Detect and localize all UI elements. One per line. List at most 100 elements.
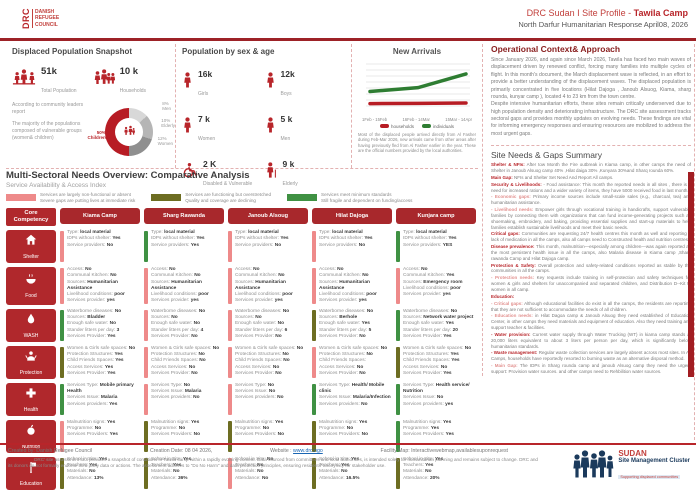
cell-field: Livelihood conditions: poor [151,292,209,298]
population-donut-chart: 50% Children 8% Men 10% Elderly 12% Women [87,101,175,164]
needs-heading: - Economic gaps: [491,194,531,200]
cell-field: Access: No [403,266,428,272]
drc-logo-text: DRC [21,8,31,29]
matrix-cell: Malnutrition signs: Yes Programme: No Serv… [312,420,392,453]
sector-cell-nutrition: Nutrition [6,419,56,453]
needs-text: This month, malnutrition—especially amon… [491,244,692,261]
right-column-divider [491,145,691,147]
cell-field: Services Type: No [151,382,191,388]
cell-field: Access: No [319,266,344,272]
protection-icon [24,349,38,368]
status-bar-red [60,230,64,262]
legend-text: Services are largely non-functional or a… [40,192,136,203]
status-bar-olive [60,457,64,489]
cell-fields: Access: No Communal Kitchen: No Sources: H… [151,267,224,305]
cell-field: IDPs without shelter: Yes [235,236,289,242]
cell-fields: Waterborne diseases: No Sources: Bladder E… [67,309,121,342]
arrivals-legend-item: households [379,124,414,129]
needs-heading: - Waste management: [491,350,538,356]
needs-heading: Disease prevalence: [491,244,535,250]
footer-meta-item[interactable]: Website : www.drc.ngo [270,448,323,454]
sector-cell-health: Health [6,382,56,416]
sexage-value: 16k [198,69,213,79]
sexage-grid: 16k Girls 12k Boys 7 k Women 5 k Men 2 K Disabled… [182,64,345,190]
cell-field: Protection Structures: No [319,352,373,358]
needs-heading: Shelter & NFIs: [491,162,525,168]
cell-field: Service providers: No [319,242,366,248]
donut-label: 8% Men [162,101,171,112]
cell-field: Services Type: Health/ Mobile clinic [319,382,385,395]
matrix-cell: Access: No Communal Kitchen: No Sources: H… [144,267,224,305]
needs-text: Although educational facilities do exist… [491,300,691,312]
food-icon [24,272,38,291]
needs-text: - Food assistance: This month the report… [491,181,691,193]
cell-fields: Type: local material IDPs without shelter… [403,230,457,263]
cell-field: Waterborne diseases: No [67,308,122,314]
cell-field: Livelihood conditions: poor [319,292,377,298]
cell-field: Access: No [151,266,176,272]
website-link[interactable]: www.drc.ngo [293,448,323,454]
camp-header: Janoub Alsoug [228,207,308,224]
cell-field: Access: No [67,266,92,272]
footer-meta-item: Created by: Danish Refugee Council [8,448,93,454]
status-bar-red [228,383,232,415]
cell-field: Stander litters per day: 5 [319,327,372,333]
needs-heading: Critical gaps: [491,231,520,237]
needs-summary-body: Shelter & NFIs: After tow Month the Fire… [491,162,691,375]
needs-block: - Economic gaps: Primary income sources … [491,194,691,206]
needs-block: - Waste management: Regular waste collec… [491,350,691,362]
cell-field: Stander litters per day: 20 [403,327,458,333]
matrix-grid: Core Competency Kiama Camp Sharg Rawanda Ja… [6,207,478,490]
matrix-cell: Malnutrition signs: Yes Programme: No Serv… [144,420,224,453]
status-bar-olive [396,346,400,378]
cell-field: School in Site: Yes [67,456,108,462]
needs-block: - Critical gaps: Although educational fa… [491,301,691,313]
cell-field: Services Provider: Yes [403,371,452,377]
profile-subtitle: North Darfur Humanitarian Response April… [518,20,688,29]
cell-field: Services Provider: No [319,371,366,377]
profile-title-main: DRC Sudan I Site Profile [526,8,626,18]
cell-field: Access Services: No [403,364,448,370]
camp-header: Kunjara camp [396,207,476,224]
matrix-cell: Women & Girls safe spaces: No Protection … [228,346,308,379]
cell-field: Programme: Yes [403,426,440,432]
cell-fields: Malnutrition signs: Yes Programme: No Serv… [235,420,284,453]
cell-field: Communal Kitchen: No [235,273,285,279]
cell-field: Services Provider: Yes [403,334,452,340]
snapshot-note-2: The majority of the populations composed… [12,121,82,141]
new-arrivals-panel: New Arrivals 1Feb - 15Feb 16Feb - 14Mar 15… [352,44,478,168]
cell-field: Services Issue: No [235,389,276,395]
cell-field: Malnutrition signs: Yes [67,419,116,425]
cell-field: Type: local material [235,229,279,235]
matrix-title: Multi-Sectoral Needs Overview: Comparati… [6,170,250,181]
cell-field: Programme: No [319,426,354,432]
sexage-value: 12k [280,69,295,79]
cell-field: Child Friends Spaces: [319,358,366,364]
footer: Created by: Danish Refugee Council Creati… [0,443,696,492]
logo-line: COUNCIL [35,21,58,28]
cell-field: Access Services: No [319,364,364,370]
cell-field: Services Type: No [235,382,275,388]
needs-text: Overall protection and safety-related co… [491,262,691,274]
cell-field: Services Issue: Malaria/Infection [319,395,391,401]
cell-fields: Women & Girls safe spaces: No Protection … [151,346,219,379]
cell-fields: Services Type: Health/ Mobile clinic Serv… [319,383,392,416]
cell-field: Enough safe water: No [235,321,285,327]
sector-cell-protection: Protection [6,345,56,379]
cell-field: Attendance: 20% [403,475,440,481]
cell-fields: Malnutrition signs: Yes Programme: No Serv… [319,420,368,453]
cell-field: Malnutrition signs: Yes [319,419,368,425]
cell-fields: Women & Girls safe spaces: No Protection … [319,346,387,379]
cell-field: Service providers: YES [403,242,453,248]
sector-label: Shelter [23,253,39,260]
needs-text: in Hilat Dagoa camp & Janoub Alsuog they… [491,313,691,331]
scroll-indicator-bar[interactable] [688,172,694,377]
status-bar-olive [312,309,316,341]
logo-line: REFUGEE [35,15,60,22]
person-icon [182,116,193,138]
donut-label: 10% Elderly [161,118,175,129]
smc-subtitle: Site Management Cluster [618,458,690,465]
people-icon [12,68,36,90]
status-bar-olive [228,420,232,452]
cell-field: Services Provider: No [235,371,282,377]
